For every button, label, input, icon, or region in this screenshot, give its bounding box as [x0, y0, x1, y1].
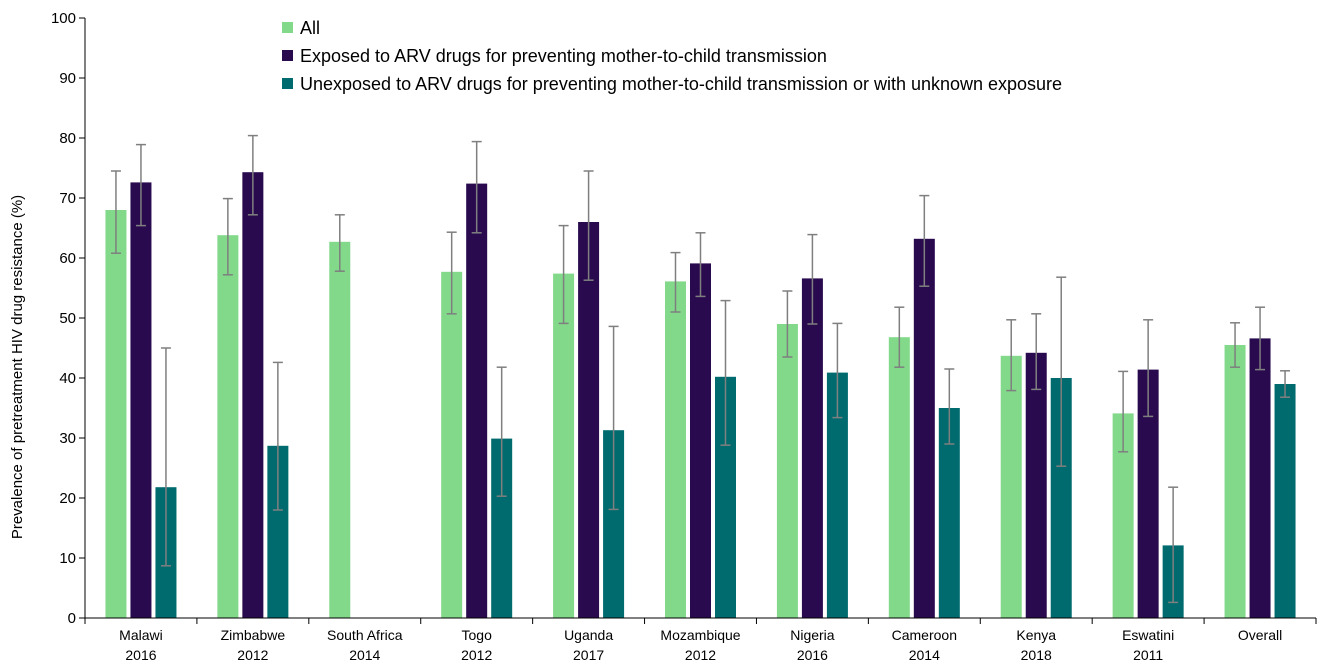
x-tick-year-label: 2016 [125, 647, 156, 663]
y-tick-label: 70 [59, 190, 76, 207]
bar-exposed [578, 222, 600, 618]
bar-all [441, 271, 463, 618]
y-tick-label: 60 [59, 250, 76, 267]
x-tick-year-label: 2012 [461, 647, 492, 663]
bar-exposed [242, 172, 264, 618]
x-tick-year-label: 2011 [1133, 647, 1163, 663]
y-tick-label: 100 [51, 10, 76, 27]
y-tick-label: 0 [68, 610, 76, 627]
bar-exposed [913, 238, 935, 619]
bar-exposed [690, 263, 711, 618]
legend-label: Unexposed to ARV drugs for preventing mo… [300, 74, 1062, 94]
bar-exposed [1137, 369, 1159, 618]
legend-swatch [282, 22, 293, 33]
y-axis: 0 10 20 30 40 50 60 70 80 90 100 [51, 10, 86, 627]
x-tick-year-label: 2017 [573, 647, 604, 663]
x-tick-year-label: 2012 [237, 647, 268, 663]
x-tick-label: Togo [462, 627, 493, 643]
bar-exposed [1249, 338, 1271, 618]
x-tick-year-label: 2016 [797, 647, 828, 663]
x-tick-label: Uganda [564, 627, 613, 643]
bar-all [217, 235, 239, 618]
bar-exposed [130, 182, 152, 618]
x-tick-label: Malawi [119, 627, 163, 643]
bar-all [329, 241, 351, 619]
bar-unexposed [267, 445, 289, 618]
bar-all [665, 281, 686, 618]
y-tick-label: 20 [59, 490, 76, 507]
y-axis-title: Prevalence of pretreatment HIV drug resi… [9, 195, 26, 539]
x-tick-label: Cameroon [892, 627, 957, 643]
bar-all [776, 324, 798, 618]
x-axis: Malawi 2016 Zimbabwe 2012 South Africa 2014 To… [84, 617, 1317, 663]
x-tick-label: Eswatini [1122, 627, 1174, 643]
y-tick-label: 80 [59, 130, 76, 147]
bar-exposed [1025, 352, 1047, 618]
x-tick-year-label: 2014 [909, 647, 940, 663]
x-tick-label: South Africa [327, 627, 403, 643]
bar-unexposed [491, 438, 513, 618]
bar-all [105, 210, 127, 618]
y-tick-label: 10 [59, 550, 76, 567]
x-tick-label: Zimbabwe [221, 627, 286, 643]
y-tick-label: 50 [59, 310, 76, 327]
bar-all [1000, 355, 1022, 618]
bars-group [105, 172, 1296, 619]
x-tick-year-label: 2014 [349, 647, 380, 663]
x-tick-year-label: 2012 [685, 647, 716, 663]
bar-unexposed [938, 408, 960, 618]
x-tick-year-label: 2018 [1021, 647, 1052, 663]
x-tick-label: Kenya [1016, 627, 1056, 643]
bar-unexposed [826, 372, 848, 618]
x-tick-label: Overall [1238, 627, 1282, 643]
x-tick-label: Mozambique [660, 627, 740, 643]
x-tick-label: Nigeria [790, 627, 835, 643]
legend-label: Exposed to ARV drugs for preventing moth… [300, 46, 827, 66]
error-bars-group [110, 134, 1291, 604]
bar-all [553, 273, 575, 618]
bar-all [1112, 413, 1134, 618]
bar-unexposed [603, 430, 625, 618]
bar-exposed [801, 278, 823, 618]
legend-swatch [282, 78, 293, 89]
bar-exposed [466, 183, 488, 618]
bar-unexposed [1050, 378, 1072, 618]
bar-all [1224, 345, 1246, 618]
legend-swatch [282, 50, 293, 61]
y-tick-label: 30 [59, 430, 76, 447]
bar-unexposed [1274, 384, 1296, 618]
legend-label: All [300, 18, 320, 38]
y-tick-label: 40 [59, 370, 76, 387]
chart-legend: All Exposed to ARV drugs for preventing m… [282, 18, 1062, 94]
bar-unexposed [715, 376, 736, 618]
bar-all [888, 337, 910, 618]
y-tick-label: 90 [59, 70, 76, 87]
